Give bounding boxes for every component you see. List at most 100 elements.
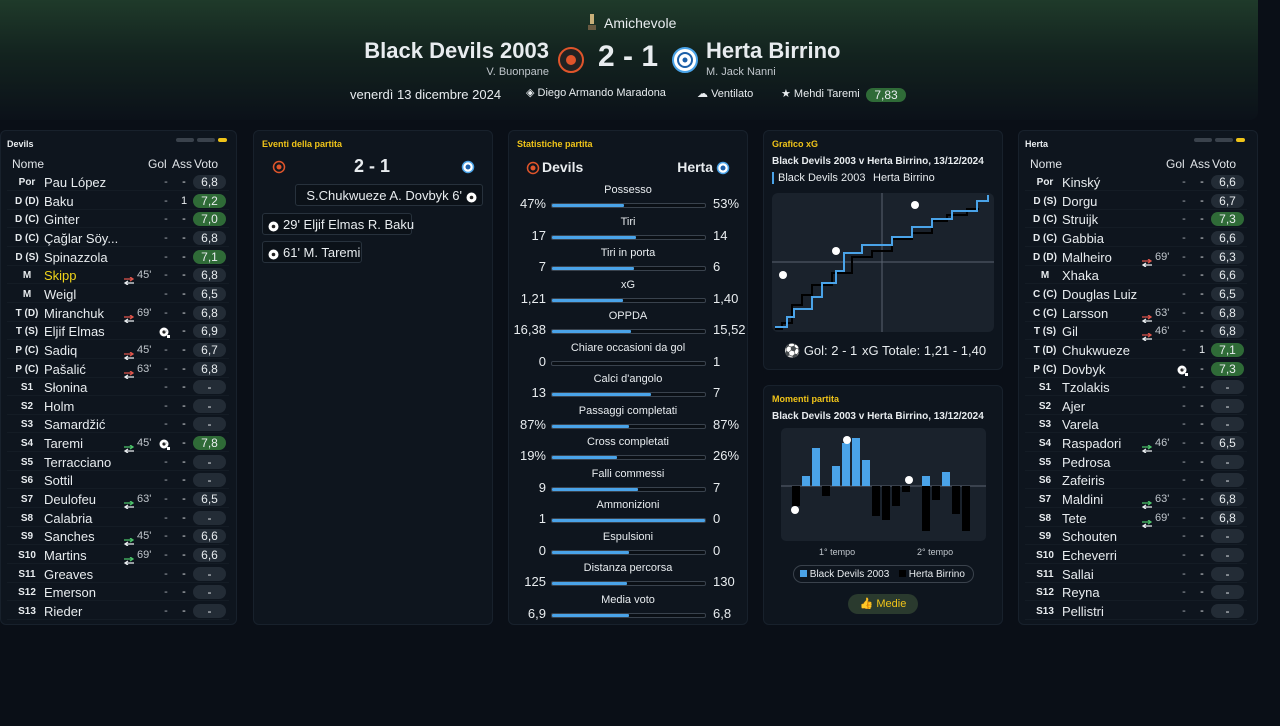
player-name[interactable]: Tete: [1062, 510, 1087, 526]
player-name[interactable]: Pau López: [44, 175, 107, 190]
player-name[interactable]: Tzolakis: [1062, 380, 1110, 396]
player-name[interactable]: Zafeiris: [1062, 473, 1105, 489]
player-name[interactable]: Rieder: [44, 603, 83, 619]
goals: -: [1182, 231, 1186, 244]
player-name[interactable]: Kinský: [1062, 175, 1101, 190]
stat-bar-fill: [552, 487, 639, 491]
player-name[interactable]: Xhaka: [1062, 268, 1099, 284]
player-name[interactable]: Larsson: [1062, 305, 1109, 321]
stat-bar: [551, 392, 706, 397]
position: P (C): [15, 344, 39, 356]
rating: 6,7: [193, 342, 226, 357]
rating: -: [1211, 566, 1244, 581]
player-name[interactable]: Deulofeu: [44, 492, 97, 508]
position: T (D): [15, 307, 39, 319]
averages-button[interactable]: 👍 Medie: [848, 594, 918, 614]
player-name[interactable]: Gil: [1062, 324, 1078, 340]
assists: -: [1200, 586, 1204, 599]
position: M: [22, 288, 32, 300]
goals: -: [1182, 287, 1186, 300]
rating: 6,8: [193, 268, 226, 283]
player-name[interactable]: Dovbyk: [1062, 361, 1106, 377]
player-name[interactable]: Sallai: [1062, 566, 1094, 582]
assists: -: [182, 269, 186, 282]
player-name[interactable]: Eljif Elmas: [44, 324, 105, 340]
rating: -: [1211, 548, 1244, 562]
rating: -: [193, 566, 226, 581]
position: S10: [1036, 550, 1054, 561]
player-name[interactable]: Słonina: [44, 380, 88, 396]
player-name[interactable]: Weigl: [44, 286, 77, 302]
player-name[interactable]: Taremi: [44, 436, 84, 452]
sub-icon: [1141, 328, 1153, 346]
player-name[interactable]: Reyna: [1062, 585, 1100, 601]
position: S12: [18, 587, 36, 599]
rating: -: [193, 603, 226, 618]
player-name[interactable]: Pašalić: [44, 361, 86, 377]
away-icon: [461, 160, 475, 174]
player-name[interactable]: Terracciano: [44, 454, 112, 470]
player-name[interactable]: Sottil: [44, 473, 73, 489]
player-name[interactable]: Maldini: [1062, 492, 1104, 508]
player-name[interactable]: Holm: [44, 398, 75, 414]
panel-title: Eventi della partita: [262, 139, 343, 149]
position: C (C): [1033, 307, 1057, 319]
position: S13: [18, 605, 36, 617]
goals: -: [1182, 399, 1186, 412]
trophy-icon: [588, 14, 596, 30]
player-row: [1025, 435, 1247, 453]
player-name[interactable]: Baku: [44, 193, 74, 209]
player-name[interactable]: Sanches: [44, 529, 95, 545]
player-row: [1025, 454, 1247, 471]
player-name[interactable]: Varela: [1062, 417, 1099, 433]
sub-icon: [1141, 310, 1153, 328]
player-name[interactable]: Calabria: [44, 510, 93, 526]
player-name[interactable]: Echeverri: [1062, 548, 1117, 563]
player-name[interactable]: Malheiro: [1062, 249, 1112, 265]
player-name[interactable]: Dorgu: [1062, 193, 1098, 209]
player-name[interactable]: Emerson: [44, 585, 97, 601]
assists: -: [1200, 306, 1204, 319]
player-name[interactable]: Chukwueze: [1062, 342, 1130, 358]
player-name[interactable]: Raspadori: [1062, 436, 1122, 452]
player-name[interactable]: Samardžić: [44, 417, 106, 433]
player-row: [7, 566, 229, 583]
player-name[interactable]: Pedrosa: [1062, 454, 1111, 470]
rating: 6,5: [193, 286, 226, 301]
player-row: [1025, 267, 1247, 285]
player-name[interactable]: Ginter: [44, 212, 80, 228]
stat-bar: [551, 423, 706, 429]
player-name[interactable]: Miranchuk: [44, 305, 104, 321]
rating: 6,8: [193, 361, 226, 376]
player-name[interactable]: Gabbia: [1062, 230, 1104, 246]
player-name[interactable]: Skipp: [44, 268, 77, 284]
player-row: [7, 435, 229, 453]
assists: -: [182, 250, 186, 263]
goals: -: [164, 176, 168, 188]
player-name[interactable]: Struijk: [1062, 212, 1099, 228]
assists: -: [1200, 418, 1204, 431]
goals: -: [164, 455, 168, 468]
player-name[interactable]: Çağlar Söy...: [44, 230, 119, 246]
assists: 1: [1198, 343, 1206, 356]
rating: 6,8: [1211, 510, 1244, 525]
player-name[interactable]: Schouten: [1062, 529, 1117, 545]
position: P (C): [1033, 363, 1057, 375]
stat-bar: [551, 549, 706, 555]
rating: -: [193, 454, 226, 469]
stat-home: 125: [524, 574, 546, 589]
player-name[interactable]: Spinazzola: [44, 249, 108, 265]
assists: -: [1200, 511, 1204, 524]
player-name[interactable]: Sadiq: [44, 342, 78, 358]
stat-away: 14: [713, 227, 728, 243]
player-name[interactable]: Martins: [44, 548, 87, 563]
stat-home: 0: [538, 542, 546, 558]
player-name[interactable]: Pellistri: [1062, 603, 1104, 619]
goals: -: [164, 549, 168, 561]
goals: -: [1182, 567, 1186, 580]
stat-home: 19%: [519, 448, 546, 463]
goals: -: [1182, 530, 1186, 543]
player-name[interactable]: Douglas Luiz: [1062, 286, 1138, 302]
player-name[interactable]: Ajer: [1062, 398, 1086, 414]
player-name[interactable]: Greaves: [44, 566, 94, 582]
